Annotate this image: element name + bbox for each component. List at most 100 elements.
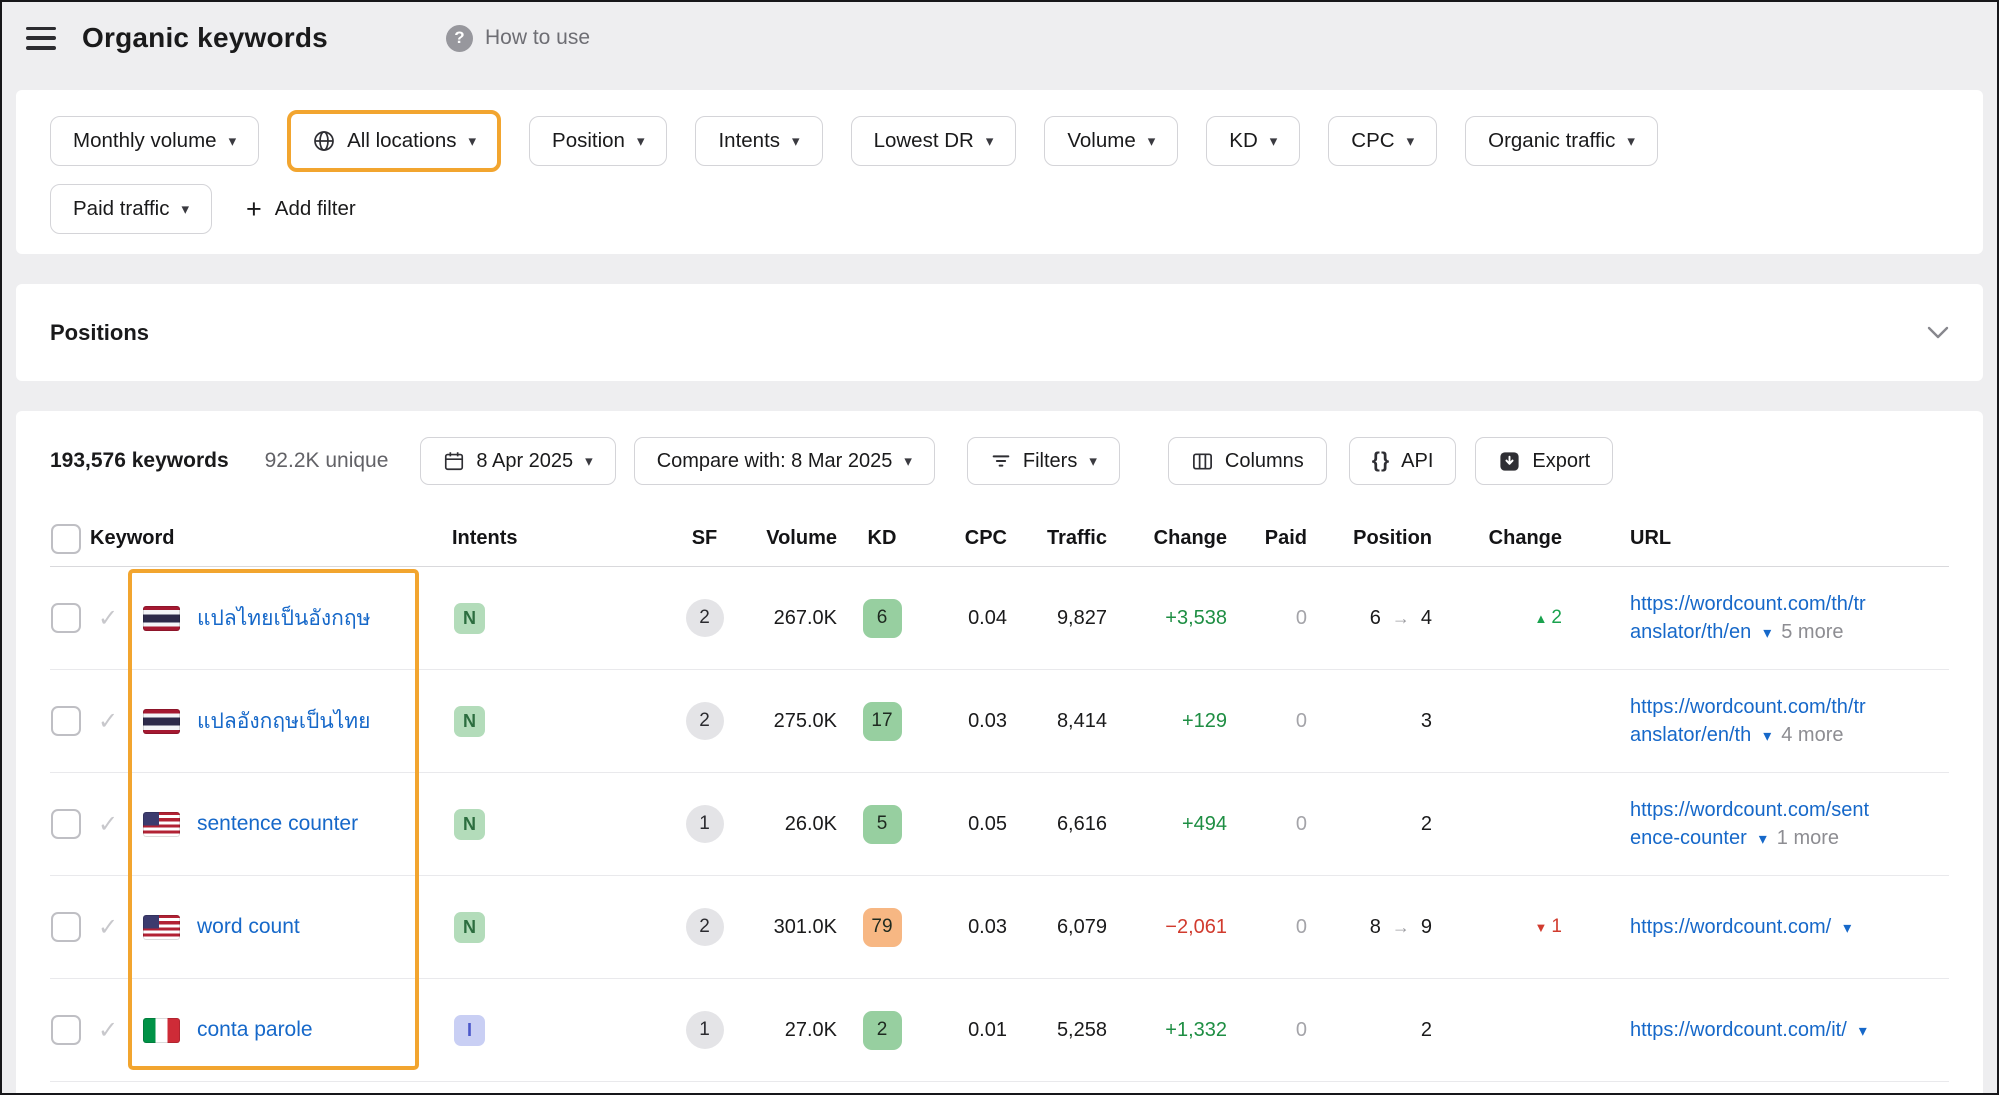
kd-badge: 17 [862, 701, 902, 741]
filter-button-lowest-dr[interactable]: Lowest DR ▾ [850, 116, 1017, 166]
table-row: ✓ word count N 2 301.0K 79 0.03 6,079 −2… [50, 876, 1949, 979]
chevron-down-icon: ▾ [1406, 133, 1415, 150]
table-body: ✓ แปลไทยเป็นอังกฤษ N 2 267.0K 6 0.04 9,8… [50, 567, 1949, 1082]
serp-features-badge[interactable]: 2 [685, 908, 724, 946]
column-header-cpc[interactable]: CPC [964, 527, 1007, 549]
columns-button[interactable]: Columns [1167, 437, 1327, 485]
table-header-row: Keyword Intents SF Volume KD CPC Traffic… [50, 511, 1949, 567]
filter-button-label: Lowest DR [873, 129, 974, 152]
positions-section-title: Positions [50, 319, 150, 345]
serp-features-badge[interactable]: 1 [685, 805, 724, 843]
keyword-link[interactable]: conta parole [197, 1018, 313, 1041]
url-expand-caret[interactable]: ▾ [1763, 625, 1772, 642]
keyword-link[interactable]: sentence counter [197, 812, 359, 835]
column-header-sf[interactable]: SF [691, 527, 718, 549]
filter-row-1: Monthly volume ▾ All locations ▾ Position ▾… [50, 110, 1949, 172]
filter-button-label: Position [552, 129, 625, 152]
menu-icon[interactable] [26, 26, 56, 50]
filter-button-cpc[interactable]: CPC ▾ [1328, 116, 1438, 166]
keyword-link[interactable]: แปลไทยเป็นอังกฤษ [197, 606, 371, 630]
serp-features-badge[interactable]: 1 [685, 1011, 724, 1049]
url-expand-caret[interactable]: ▾ [1763, 728, 1772, 745]
how-to-use-link[interactable]: ? How to use [445, 24, 590, 52]
more-urls-link[interactable]: 1 more [1776, 827, 1840, 849]
compare-with-button[interactable]: Compare with: 8 Mar 2025 ▾ [633, 437, 935, 485]
paid-value: 0 [1295, 606, 1307, 629]
export-button[interactable]: Export [1475, 437, 1614, 485]
url-link[interactable]: https://wordcount.com/th/translator/en/t… [1630, 695, 1866, 746]
url-link[interactable]: https://wordcount.com/it/ [1630, 1018, 1847, 1041]
globe-icon [314, 131, 334, 151]
position-cell: 2 [1307, 813, 1432, 836]
traffic-change-value: −2,061 [1165, 915, 1227, 938]
help-icon: ? [445, 24, 473, 52]
url-cell: https://wordcount.com/th/translator/th/e… [1630, 590, 1870, 647]
column-header-kd[interactable]: KD [867, 527, 897, 549]
filter-funnel-icon [992, 455, 1010, 467]
paid-value: 0 [1295, 812, 1307, 835]
chevron-down-icon: ▾ [585, 453, 593, 470]
url-cell: https://wordcount.com/it/ ▾ [1630, 1016, 1870, 1044]
filter-button-intents[interactable]: Intents ▾ [695, 116, 823, 166]
url-expand-caret[interactable]: ▾ [1858, 1022, 1867, 1040]
url-link[interactable]: https://wordcount.com/sentence-counter [1630, 798, 1870, 849]
url-link[interactable]: https://wordcount.com/th/translator/th/e… [1630, 592, 1866, 643]
column-header-url[interactable]: URL [1630, 527, 1672, 549]
more-urls-link[interactable]: 5 more [1781, 621, 1844, 643]
row-checkbox[interactable] [51, 809, 81, 839]
row-checkbox[interactable] [51, 603, 81, 633]
column-header-keyword[interactable]: Keyword [90, 527, 175, 549]
more-urls-link[interactable]: 4 more [1781, 724, 1844, 746]
url-expand-caret[interactable]: ▾ [1758, 831, 1767, 848]
column-header-volume[interactable]: Volume [766, 527, 837, 549]
traffic-change-value: +129 [1181, 709, 1227, 732]
api-button[interactable]: {} API [1348, 437, 1457, 485]
positions-section: Positions [16, 284, 1983, 381]
serp-features-badge[interactable]: 2 [685, 599, 724, 637]
row-checkbox[interactable] [51, 706, 81, 736]
add-filter-button[interactable]: + Add filter [240, 184, 362, 234]
paid-value: 0 [1295, 915, 1307, 938]
filter-button-paid-traffic[interactable]: Paid traffic ▾ [50, 184, 213, 234]
column-header-paid[interactable]: Paid [1264, 527, 1307, 549]
filters-button[interactable]: Filters ▾ [966, 437, 1120, 485]
filter-button-label: KD [1229, 129, 1258, 152]
date-picker-button[interactable]: 8 Apr 2025 ▾ [420, 437, 616, 485]
filter-button-volume[interactable]: Volume ▾ [1044, 116, 1179, 166]
select-all-checkbox[interactable] [51, 523, 81, 554]
row-checkbox[interactable] [51, 1015, 81, 1045]
filter-button-label: Monthly volume [73, 129, 217, 152]
url-expand-caret[interactable]: ▾ [1843, 919, 1852, 937]
position-arrow-icon: → [1391, 916, 1410, 937]
position-from-value: 6 [1369, 606, 1381, 629]
column-header-position-change[interactable]: Change [1488, 527, 1562, 549]
collapse-section-button[interactable] [1927, 326, 1949, 339]
kd-badge: 5 [862, 804, 902, 844]
url-link[interactable]: https://wordcount.com/ [1630, 915, 1832, 938]
cpc-value: 0.05 [968, 812, 1007, 835]
column-header-traffic-change[interactable]: Change [1153, 527, 1227, 549]
filter-button-organic-traffic[interactable]: Organic traffic ▾ [1465, 116, 1658, 166]
row-check-icon: ✓ [97, 604, 119, 632]
column-header-position[interactable]: Position [1353, 527, 1432, 549]
filter-button-all-locations[interactable]: All locations ▾ [293, 116, 496, 166]
column-header-intents[interactable]: Intents [452, 527, 518, 549]
filter-button-kd[interactable]: KD ▾ [1206, 116, 1301, 166]
serp-features-badge[interactable]: 2 [685, 702, 724, 740]
positions-table-card: 193,576 keywords 92.2K unique 8 Apr 2025… [16, 411, 1983, 1093]
keyword-link[interactable]: แปลอังกฤษเป็นไทย [197, 709, 371, 733]
row-checkbox[interactable] [51, 912, 81, 942]
filter-button-position[interactable]: Position ▾ [529, 116, 668, 166]
filter-button-monthly-volume[interactable]: Monthly volume ▾ [50, 116, 260, 166]
compare-with-label: Compare with: 8 Mar 2025 [656, 449, 893, 472]
filter-button-label: Organic traffic [1488, 129, 1616, 152]
braces-icon: {} [1371, 449, 1391, 472]
keyword-link[interactable]: word count [197, 915, 300, 938]
row-check-icon: ✓ [97, 1016, 119, 1044]
filter-button-label: All locations [347, 129, 457, 152]
chevron-down-icon: ▾ [228, 133, 237, 150]
keywords-total-count: 193,576 keywords [50, 449, 229, 472]
chevron-down-icon: ▾ [904, 453, 912, 470]
column-header-traffic[interactable]: Traffic [1046, 527, 1107, 549]
